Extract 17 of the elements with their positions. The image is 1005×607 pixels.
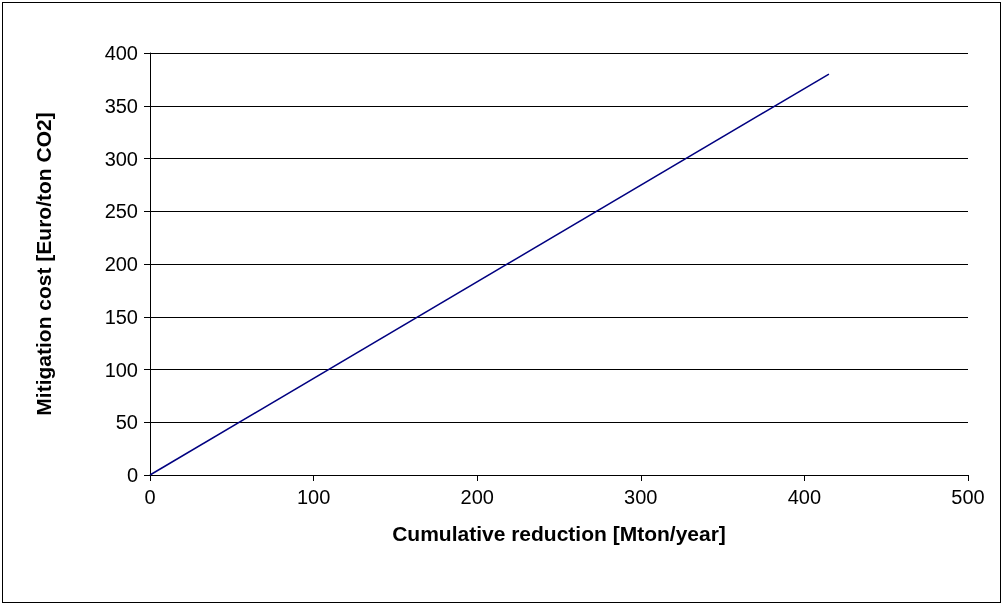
x-axis-title: Cumulative reduction [Mton/year] [392,522,726,545]
y-tick-label: 150 [104,305,138,328]
y-tick-label: 350 [104,94,138,117]
x-tick-label: 500 [951,486,985,508]
x-tick-label: 100 [296,486,331,508]
y-tick-label: 400 [104,42,138,64]
y-tick-label: 300 [104,147,138,170]
x-tick-label: 200 [460,486,494,508]
y-tick-label: 0 [126,464,138,486]
y-tick-label: 50 [115,411,138,434]
y-tick-label: 250 [104,200,138,223]
y-tick-label: 200 [104,253,138,275]
y-tick-label: 100 [104,358,138,381]
x-tick-label: 300 [624,486,658,508]
x-tick-label: 400 [787,486,822,508]
x-tick-label: 0 [144,486,156,508]
y-axis-title: Mitigation cost [Euro/ton CO2] [32,112,55,416]
